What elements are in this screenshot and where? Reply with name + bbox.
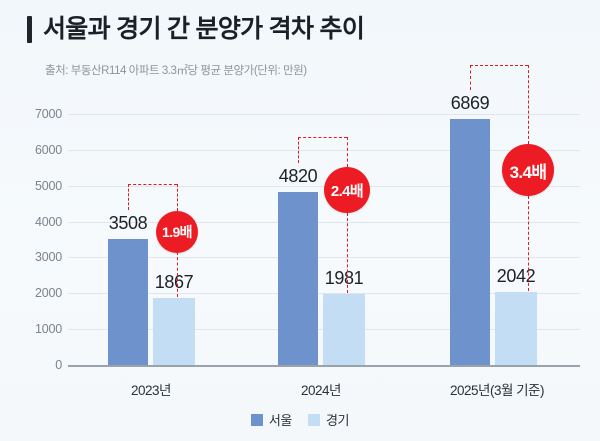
legend-swatch-seoul bbox=[250, 413, 263, 426]
gridline-7000 bbox=[68, 114, 580, 115]
bar-seoul-2025[interactable] bbox=[450, 119, 490, 365]
title-text: 서울과 경기 간 분양가 격차 추이 bbox=[43, 15, 365, 43]
x-tick-2024: 2024년 bbox=[301, 383, 341, 398]
gridline-4000 bbox=[68, 222, 580, 223]
ratio-bracket-top-2024 bbox=[298, 137, 347, 138]
legend-item-seoul[interactable]: 서울 bbox=[250, 410, 293, 429]
ratio-bracket-right-2024 bbox=[347, 137, 348, 167]
ratio-bracket-left-2024 bbox=[298, 137, 299, 163]
y-tick-4000: 4000 bbox=[34, 215, 62, 229]
gridline-3000 bbox=[68, 257, 580, 258]
bar-value-gyeonggi-2025: 2042 bbox=[496, 266, 536, 286]
bar-seoul-2024[interactable] bbox=[278, 192, 318, 365]
y-tick-0: 0 bbox=[55, 358, 62, 372]
ratio-bracket-right-2025 bbox=[528, 65, 529, 144]
ratio-badge-2023: 1.9배 bbox=[156, 211, 198, 253]
legend-swatch-gyeonggi bbox=[308, 413, 320, 426]
bar-gyeonggi-2023[interactable] bbox=[153, 298, 195, 365]
y-tick-6000: 6000 bbox=[34, 143, 62, 157]
bar-seoul-2023[interactable] bbox=[108, 239, 148, 365]
axis-baseline bbox=[68, 365, 580, 367]
chart-legend: 서울 경기 bbox=[0, 410, 600, 429]
y-tick-3000: 3000 bbox=[34, 250, 62, 264]
bar-value-seoul-2025: 6869 bbox=[450, 93, 490, 113]
bar-value-seoul-2024: 4820 bbox=[278, 166, 318, 186]
ratio-bracket-down-2024 bbox=[347, 213, 348, 293]
page-title: 서울과 경기 간 분양가 격차 추이 bbox=[27, 15, 365, 43]
chart-subtitle: 출처: 부동산R114 아파트 3.3㎡당 평균 분양가(단위: 만원) bbox=[45, 65, 307, 77]
legend-item-gyeonggi[interactable]: 경기 bbox=[308, 410, 350, 429]
ratio-bracket-right-2023 bbox=[177, 184, 178, 211]
x-tick-2023: 2023년 bbox=[131, 383, 171, 398]
y-tick-1000: 1000 bbox=[34, 322, 62, 336]
ratio-badge-2024: 2.4배 bbox=[324, 167, 370, 213]
y-tick-5000: 5000 bbox=[34, 179, 62, 193]
ratio-bracket-top-2023 bbox=[128, 184, 177, 185]
ratio-bracket-down-2023 bbox=[177, 252, 178, 297]
bar-value-seoul-2023: 3508 bbox=[108, 213, 148, 233]
ratio-bracket-left-2025 bbox=[470, 65, 471, 90]
ratio-bracket-down-2025 bbox=[528, 196, 529, 291]
legend-label-seoul: 서울 bbox=[268, 413, 293, 428]
bar-gyeonggi-2025[interactable] bbox=[495, 292, 537, 365]
ratio-bracket-left-2023 bbox=[128, 184, 129, 210]
ratio-badge-2025: 3.4배 bbox=[502, 144, 554, 196]
y-tick-7000: 7000 bbox=[34, 107, 62, 121]
ratio-bracket-top-2025 bbox=[470, 65, 528, 66]
gridline-2000 bbox=[68, 293, 580, 294]
gridline-6000 bbox=[68, 150, 580, 151]
bar-value-gyeonggi-2024: 1981 bbox=[324, 268, 364, 288]
bar-gyeonggi-2024[interactable] bbox=[323, 294, 365, 365]
bar-value-gyeonggi-2023: 1867 bbox=[154, 272, 194, 292]
x-tick-2025: 2025년(3월 기준) bbox=[450, 383, 544, 398]
y-tick-2000: 2000 bbox=[34, 286, 62, 300]
title-accent-bar bbox=[27, 16, 32, 43]
legend-label-gyeonggi: 경기 bbox=[326, 413, 350, 428]
